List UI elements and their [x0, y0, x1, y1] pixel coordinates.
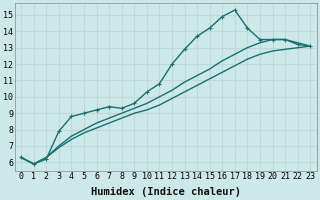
- X-axis label: Humidex (Indice chaleur): Humidex (Indice chaleur): [91, 186, 241, 197]
